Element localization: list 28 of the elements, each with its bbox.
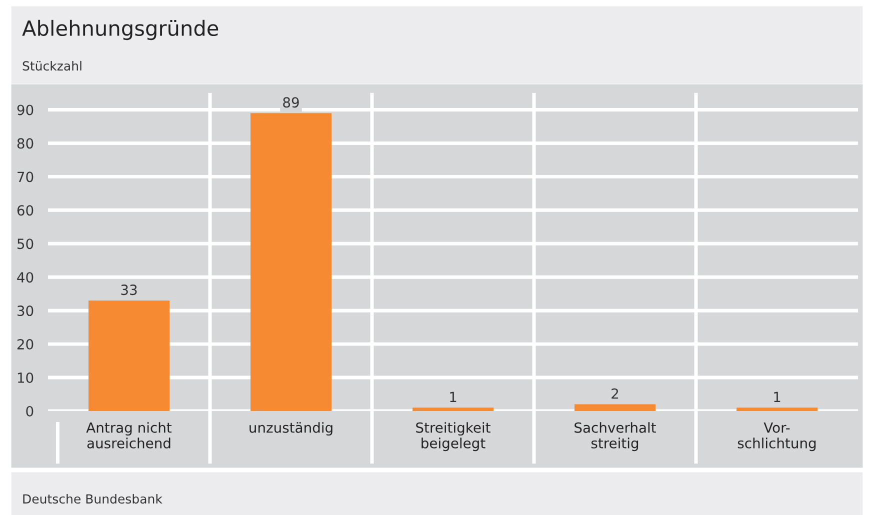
y-tick-label: 30 — [17, 306, 34, 316]
data-label: 2 — [612, 388, 618, 399]
data-label: 1 — [450, 392, 456, 402]
chart-subtitle: Stückzahl — [22, 60, 82, 71]
y-tick-label: 80 — [17, 138, 34, 149]
x-tick-label: Sachverhalt streitig — [574, 422, 656, 452]
y-tick-label: 90 — [17, 104, 34, 116]
data-label: 1 — [774, 392, 780, 402]
data-label: 89 — [283, 97, 299, 108]
y-tick-label: 10 — [18, 372, 34, 383]
data-label: 33 — [121, 284, 137, 296]
bar — [250, 113, 332, 411]
bar — [574, 404, 656, 411]
text: Deutsche Bundesbank — [23, 494, 162, 504]
x-tick-label: unzuständig — [250, 422, 332, 436]
bar — [88, 300, 170, 411]
bar — [736, 408, 818, 411]
x-tick-label: Vor- schlichtung — [738, 422, 816, 452]
y-tick-label: 50 — [18, 238, 34, 250]
y-tick-label: 0 — [26, 406, 34, 416]
y-tick-label: 60 — [17, 205, 34, 216]
x-tick-label: Streitigkeit beigelegt — [416, 422, 490, 452]
bar — [412, 408, 494, 411]
x-tick-label: Antrag nicht ausreichend — [86, 422, 172, 448]
chart-title: Ablehnungsgründe — [22, 20, 218, 40]
y-tick-label: 70 — [18, 172, 34, 182]
y-tick-label: 40 — [17, 272, 34, 283]
y-tick-label: 20 — [17, 339, 34, 350]
